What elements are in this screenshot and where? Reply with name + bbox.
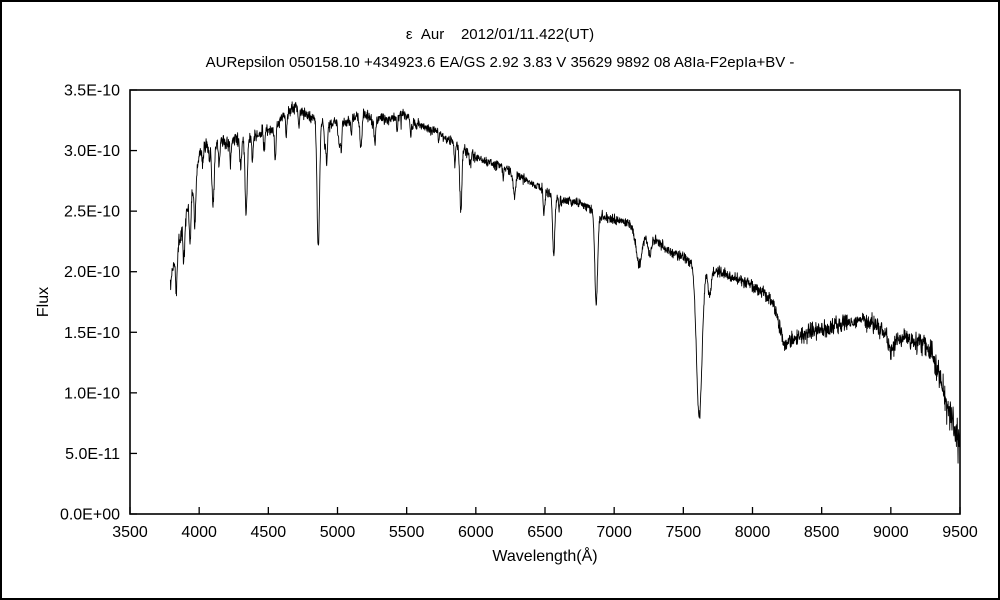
x-tick-label: 6000 bbox=[458, 524, 494, 541]
y-tick-label: 1.5E-10 bbox=[64, 325, 120, 342]
y-tick-label: 0.0E+00 bbox=[60, 507, 120, 524]
x-tick-label: 7000 bbox=[596, 524, 632, 541]
y-tick-label: 3.5E-10 bbox=[64, 83, 120, 100]
x-tick-label: 9000 bbox=[873, 524, 909, 541]
plot-title: ε Aur 2012/01/11.422(UT) bbox=[405, 26, 595, 43]
x-tick-label: 5500 bbox=[389, 524, 425, 541]
x-tick-label: 9500 bbox=[942, 524, 978, 541]
y-axis-label: Flux bbox=[35, 286, 52, 318]
x-tick-label: 3500 bbox=[112, 524, 148, 541]
y-tick-label: 1.0E-10 bbox=[64, 385, 120, 402]
x-tick-label: 7500 bbox=[666, 524, 702, 541]
x-tick-label: 5000 bbox=[320, 524, 356, 541]
spectrum-line bbox=[169, 101, 961, 464]
x-tick-label: 8500 bbox=[804, 524, 840, 541]
y-tick-label: 2.0E-10 bbox=[64, 264, 120, 281]
plot-border bbox=[129, 89, 961, 515]
x-tick-label: 8000 bbox=[735, 524, 771, 541]
y-tick-label: 2.5E-10 bbox=[64, 204, 120, 221]
x-tick-label: 4000 bbox=[181, 524, 217, 541]
y-tick-label: 3.0E-10 bbox=[64, 143, 120, 160]
plot-subtitle: AURepsilon 050158.10 +434923.6 EA/GS 2.9… bbox=[205, 54, 795, 71]
x-tick-label: 6500 bbox=[527, 524, 563, 541]
x-axis-label: Wavelength(Å) bbox=[492, 548, 598, 565]
y-tick-label: 5.0E-11 bbox=[65, 446, 120, 463]
x-tick-label: 4500 bbox=[251, 524, 287, 541]
